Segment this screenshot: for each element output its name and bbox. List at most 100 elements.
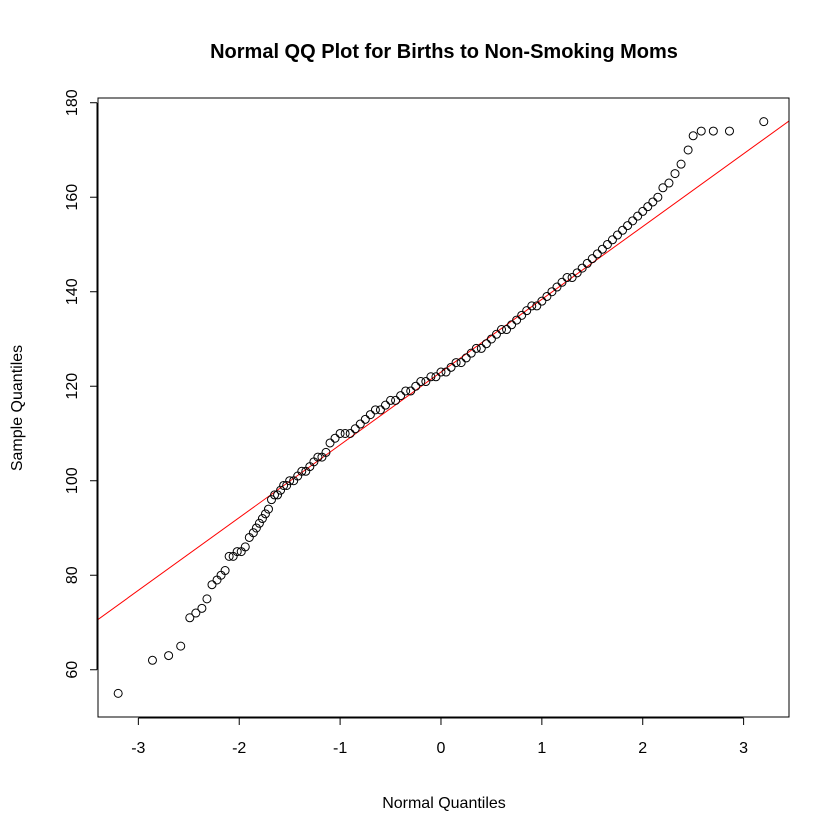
- data-point: [325, 438, 335, 448]
- data-point: [527, 301, 537, 311]
- data-point: [285, 476, 295, 486]
- data-point: [486, 334, 496, 344]
- data-point: [696, 126, 706, 136]
- data-point: [273, 490, 283, 500]
- data-point: [270, 490, 280, 500]
- data-point: [380, 400, 390, 410]
- reference-line-layer: [98, 120, 789, 621]
- y-tick-label: 60: [64, 661, 81, 679]
- data-point: [164, 651, 174, 661]
- data-point: [176, 641, 186, 651]
- data-point: [512, 315, 522, 325]
- data-point: [224, 551, 234, 561]
- data-point: [643, 202, 653, 212]
- data-point: [355, 419, 365, 429]
- data-point: [370, 405, 380, 415]
- data-point: [147, 655, 157, 665]
- data-point: [497, 325, 507, 335]
- data-point: [683, 145, 693, 155]
- y-tick-label: 140: [64, 278, 81, 305]
- y-tick-label: 80: [64, 566, 81, 584]
- y-axis-label: Sample Quantiles: [9, 345, 26, 471]
- data-point: [321, 447, 331, 457]
- data-point: [670, 169, 680, 179]
- data-point: [653, 192, 663, 202]
- data-point: [664, 178, 674, 188]
- data-point: [263, 504, 273, 514]
- data-point: [648, 197, 658, 207]
- data-point: [207, 580, 217, 590]
- data-point: [724, 126, 734, 136]
- data-point: [471, 343, 481, 353]
- data-point: [330, 433, 340, 443]
- data-point: [416, 377, 426, 387]
- data-point: [276, 485, 286, 495]
- data-point: [532, 301, 542, 311]
- points-layer: [113, 117, 769, 698]
- data-point: [557, 277, 567, 287]
- data-point: [251, 523, 261, 533]
- x-tick-label: 3: [739, 740, 748, 757]
- data-point: [451, 358, 461, 368]
- x-tick-label: 1: [537, 740, 546, 757]
- data-point: [350, 424, 360, 434]
- data-point: [386, 395, 396, 405]
- data-point: [401, 386, 411, 396]
- x-tick-label: -1: [333, 740, 347, 757]
- data-point: [282, 480, 292, 490]
- data-point: [313, 452, 323, 462]
- data-point: [476, 343, 486, 353]
- data-point: [623, 221, 633, 231]
- x-axis: -3 -2 -1 0 1 2 3: [131, 717, 748, 757]
- reference-line: [98, 120, 789, 621]
- x-tick-label: -2: [232, 740, 246, 757]
- data-point: [456, 358, 466, 368]
- data-point: [552, 282, 562, 292]
- x-tick-label: 0: [437, 740, 446, 757]
- data-point: [340, 428, 350, 438]
- x-tick-label: -3: [131, 740, 145, 757]
- chart-title: Normal QQ Plot for Births to Non-Smoking…: [210, 41, 678, 63]
- data-point: [202, 594, 212, 604]
- data-point: [431, 372, 441, 382]
- data-point: [517, 310, 527, 320]
- data-point: [537, 296, 547, 306]
- data-point: [375, 405, 385, 415]
- data-point: [567, 273, 577, 283]
- data-point: [481, 339, 491, 349]
- y-tick-label: 100: [64, 467, 81, 494]
- data-point: [572, 268, 582, 278]
- data-point: [220, 566, 230, 576]
- data-point: [607, 235, 617, 245]
- data-point: [577, 263, 587, 273]
- y-tick-label: 160: [64, 184, 81, 211]
- data-point: [426, 372, 436, 382]
- data-point: [602, 239, 612, 249]
- data-point: [582, 258, 592, 268]
- data-point: [365, 410, 375, 420]
- x-tick-label: 2: [638, 740, 647, 757]
- plot-frame: [97, 97, 790, 718]
- data-point: [613, 230, 623, 240]
- data-point: [688, 131, 698, 141]
- data-point: [676, 159, 686, 169]
- data-point: [406, 386, 416, 396]
- y-tick-label: 120: [64, 373, 81, 400]
- data-point: [191, 608, 201, 618]
- x-axis-label: Normal Quantiles: [382, 795, 506, 812]
- data-point: [461, 353, 471, 363]
- data-point: [360, 414, 370, 424]
- data-point: [446, 362, 456, 372]
- data-point: [411, 381, 421, 391]
- data-point: [597, 244, 607, 254]
- data-point: [618, 225, 628, 235]
- y-axis: 60 80 100 120 140 160 180: [64, 89, 98, 679]
- data-point: [260, 509, 270, 519]
- data-point: [113, 688, 123, 698]
- data-point: [335, 428, 345, 438]
- data-point: [562, 273, 572, 283]
- data-point: [257, 514, 267, 524]
- data-point: [254, 518, 264, 528]
- data-point: [232, 547, 242, 557]
- data-point: [466, 348, 476, 358]
